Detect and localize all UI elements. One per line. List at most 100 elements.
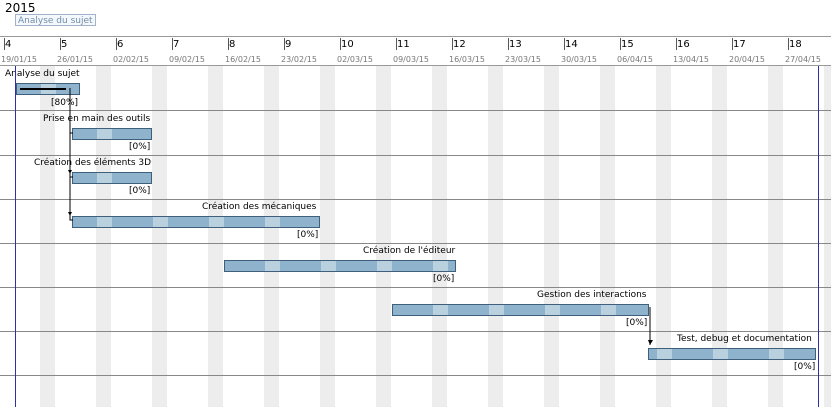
task-bar[interactable]: [72, 172, 152, 184]
week-number: 12: [453, 39, 466, 50]
dependency-link: [69, 88, 73, 134]
week-tick: [116, 38, 117, 50]
task-bar[interactable]: [224, 260, 456, 272]
bar-stripe: [321, 261, 336, 271]
task-bar[interactable]: [72, 128, 152, 140]
row-separator: [0, 243, 831, 244]
week-tick: [564, 38, 565, 50]
bar-stripe: [265, 261, 280, 271]
dependency-arrow: [648, 340, 653, 345]
weekend-shade: [208, 66, 223, 407]
week-tick: [284, 38, 285, 50]
bar-stripe: [657, 349, 672, 359]
bar-stripe: [433, 305, 448, 315]
task-label: Prise en main des outils: [43, 114, 151, 124]
weekend-shade: [432, 66, 447, 407]
weekend-shade: [600, 66, 615, 407]
week-tick: [508, 38, 509, 50]
week-date: 23/03/15: [505, 55, 541, 64]
row-separator: [0, 331, 831, 332]
dependency-link: [69, 177, 73, 221]
weekend-shade: [824, 66, 831, 407]
week-number: 14: [565, 39, 578, 50]
weekend-shade: [488, 66, 503, 407]
week-date: 06/04/15: [617, 55, 653, 64]
project-start-line: [15, 66, 16, 407]
task-label: Analyse du sujet: [5, 69, 80, 79]
week-date: 16/03/15: [449, 55, 485, 64]
week-tick: [676, 38, 677, 50]
task-bar[interactable]: [392, 304, 649, 316]
week-tick: [620, 38, 621, 50]
bar-stripe: [769, 349, 784, 359]
weekend-shade: [768, 66, 783, 407]
bar-stripe: [153, 217, 168, 227]
week-number: 6: [117, 39, 124, 50]
week-number: 15: [621, 39, 634, 50]
week-date: 02/03/15: [337, 55, 373, 64]
task-label: Test, debug et documentation: [677, 334, 812, 344]
week-tick: [396, 38, 397, 50]
weekend-shade: [40, 66, 55, 407]
task-percent: [0%]: [433, 274, 455, 284]
week-tick: [452, 38, 453, 50]
dependency-arrow: [68, 170, 72, 174]
week-date: 30/03/15: [561, 55, 597, 64]
row-separator: [0, 287, 831, 288]
task-percent: [0%]: [794, 362, 816, 372]
task-bar[interactable]: [16, 83, 80, 95]
task-label: Gestion des interactions: [537, 290, 647, 300]
task-label: Création des éléments 3D: [34, 158, 152, 168]
week-number: 5: [61, 39, 68, 50]
week-number: 16: [677, 39, 690, 50]
weekend-shade: [656, 66, 671, 407]
week-tick: [340, 38, 341, 50]
axis-divider-bottom: [0, 65, 831, 66]
week-tick: [60, 38, 61, 50]
week-date: 02/02/15: [113, 55, 149, 64]
dependency-arrow: [68, 212, 72, 216]
week-number: 17: [733, 39, 746, 50]
week-number: 13: [509, 39, 522, 50]
weekend-shade: [320, 66, 335, 407]
week-tick: [228, 38, 229, 50]
task-bar[interactable]: [648, 348, 816, 360]
week-number: 8: [229, 39, 236, 50]
week-tick: [788, 38, 789, 50]
week-number: 4: [5, 39, 12, 50]
week-number: 11: [397, 39, 410, 50]
week-number: 9: [285, 39, 292, 50]
week-number: 18: [789, 39, 802, 50]
row-separator: [0, 155, 831, 156]
week-tick: [732, 38, 733, 50]
task-percent: [0%]: [626, 318, 648, 328]
bar-stripe: [209, 217, 224, 227]
task-bar[interactable]: [72, 216, 320, 228]
bar-stripe: [713, 349, 728, 359]
task-percent: [0%]: [129, 186, 151, 196]
bar-stripe: [601, 305, 616, 315]
week-tick: [172, 38, 173, 50]
weekend-shade: [96, 66, 111, 407]
bar-stripe: [545, 305, 560, 315]
bar-stripe: [97, 173, 112, 183]
row-separator: [0, 199, 831, 200]
week-date: 26/01/15: [57, 55, 93, 64]
week-date: 09/02/15: [169, 55, 205, 64]
weekend-shade: [544, 66, 559, 407]
week-number: 7: [173, 39, 180, 50]
year-label: 2015: [5, 1, 36, 15]
week-date: 20/04/15: [729, 55, 765, 64]
bar-stripe: [433, 261, 448, 271]
bar-stripe: [97, 129, 112, 139]
weekend-shade: [376, 66, 391, 407]
task-percent: [0%]: [129, 142, 151, 152]
week-number: 10: [341, 39, 354, 50]
progress-indicator: [20, 88, 67, 90]
task-label: Création de l'éditeur: [363, 246, 456, 256]
bar-stripe: [97, 217, 112, 227]
task-tooltip: Analyse du sujet: [15, 14, 96, 26]
weekend-shade: [152, 66, 167, 407]
